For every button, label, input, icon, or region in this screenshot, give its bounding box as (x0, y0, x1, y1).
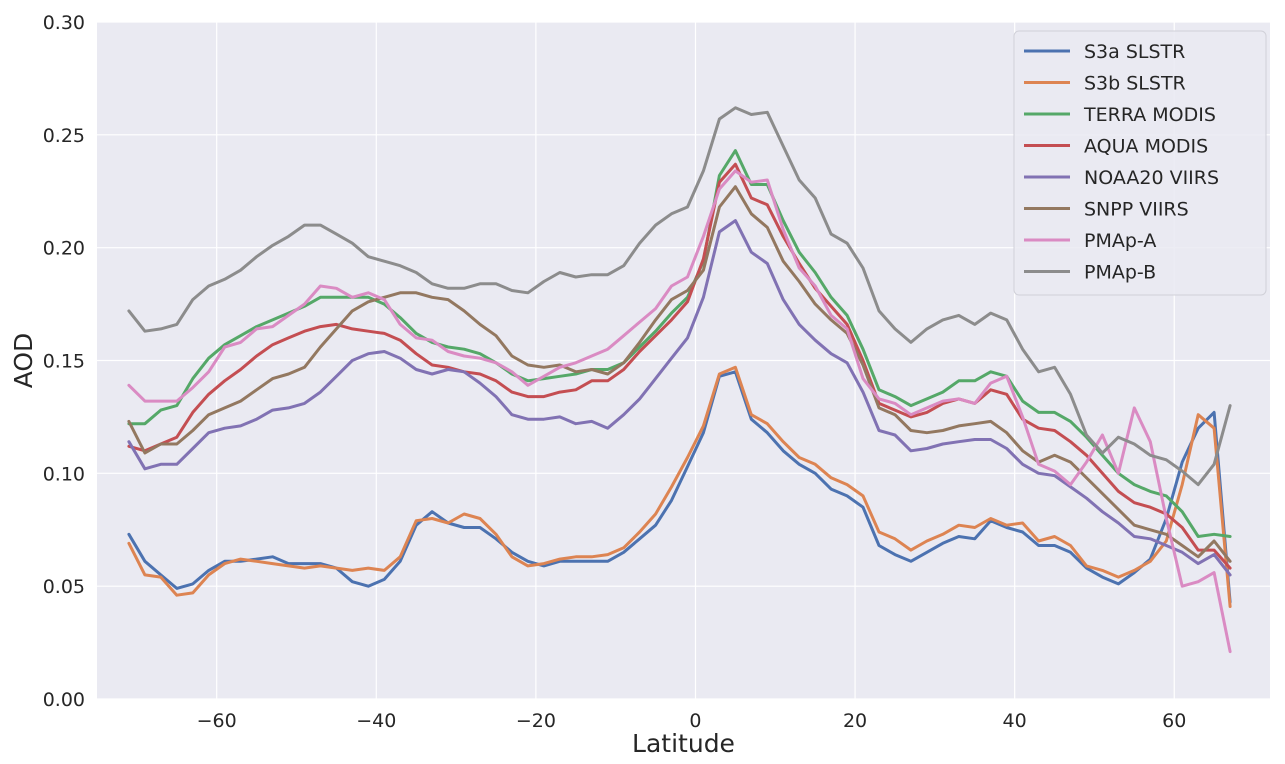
y-tick-label: 0.15 (43, 351, 85, 373)
legend-label: PMAp-B (1084, 262, 1156, 284)
series-line-terra-modis (127, 149, 1232, 538)
x-tick-label: 40 (1003, 710, 1027, 732)
legend-label: NOAA20 VIIRS (1084, 167, 1219, 189)
y-tick-label: 0.20 (43, 238, 85, 260)
legend-label: SNPP VIIRS (1084, 199, 1189, 221)
series-line-pmap-a (127, 169, 1232, 654)
y-tick-label: 0.00 (43, 689, 85, 711)
series-line-pmap-b (127, 106, 1232, 487)
legend-label: PMAp-A (1084, 230, 1156, 252)
series-line-snpp-viirs (127, 185, 1232, 563)
series-line-aqua-modis (127, 162, 1232, 570)
y-axis-label: AOD (9, 333, 38, 389)
series-lines (127, 106, 1232, 654)
legend-label: S3a SLSTR (1084, 41, 1185, 63)
series-line-s3a-slstr (127, 370, 1232, 604)
x-tick-label: 20 (843, 710, 867, 732)
x-axis-label: Latitude (632, 729, 735, 758)
legend: S3a SLSTR S3b SLSTR TERRA MODIS AQUA MODIS N… (1013, 30, 1267, 296)
x-tick-label: −60 (197, 710, 237, 732)
y-tick-label: 0.10 (43, 463, 85, 485)
series-line-noaa20-viirs (127, 219, 1232, 577)
legend-label: TERRA MODIS (1083, 104, 1216, 126)
y-tick-label: 0.05 (43, 576, 85, 598)
y-tick-label: 0.25 (43, 125, 85, 147)
x-tick-label: 0 (689, 710, 701, 732)
y-tick-labels: 0.00 0.05 0.10 0.15 0.20 0.25 0.30 (43, 12, 85, 711)
x-tick-labels: −60 −40 −20 0 20 40 60 (197, 710, 1187, 732)
x-tick-label: 60 (1162, 710, 1186, 732)
x-tick-label: −40 (356, 710, 396, 732)
legend-label: AQUA MODIS (1084, 136, 1208, 158)
x-tick-label: −20 (516, 710, 556, 732)
series-line-s3b-slstr (127, 365, 1232, 608)
legend-label: S3b SLSTR (1084, 73, 1186, 95)
y-tick-label: 0.30 (43, 12, 85, 34)
legend-box (1013, 30, 1267, 296)
